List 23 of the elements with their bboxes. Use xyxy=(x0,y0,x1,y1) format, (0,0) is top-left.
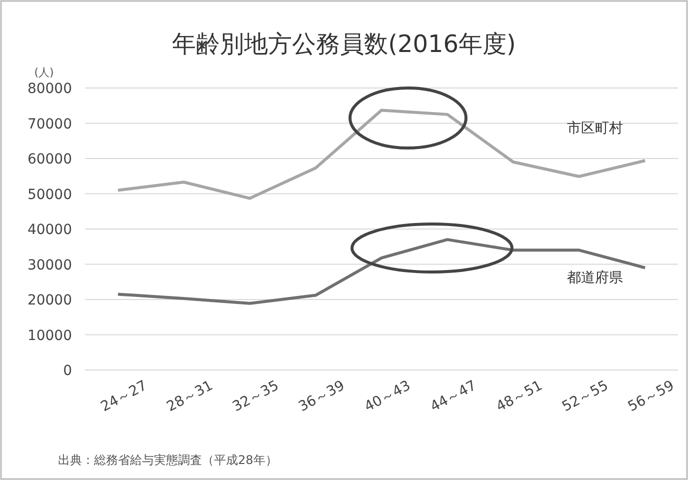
y-tick-label: 10000 xyxy=(27,328,72,344)
series-label: 都道府県 xyxy=(567,270,624,286)
x-tick-label: 32～35 xyxy=(230,378,282,416)
x-tick-label: 28～31 xyxy=(164,378,216,416)
text: 市区町村 xyxy=(567,120,624,137)
y-tick-label: 70000 xyxy=(27,116,72,132)
x-tick-label: 48～51 xyxy=(494,378,546,416)
y-tick-label: 0 xyxy=(63,363,72,379)
y-tick-label: 50000 xyxy=(27,186,72,203)
x-tick-label: 44～47 xyxy=(428,378,480,416)
source-note: 出典：総務省給与実態調査（平成28年） xyxy=(58,453,278,467)
x-tick-label: 52～55 xyxy=(560,378,611,416)
y-tick-label: 60000 xyxy=(27,152,72,168)
x-tick-label: 24～27 xyxy=(98,378,150,416)
y-tick-label: 40000 xyxy=(27,222,72,238)
x-tick-label: 40～43 xyxy=(362,378,414,416)
y-tick-label: 80000 xyxy=(27,81,72,97)
y-tick-label: 30000 xyxy=(27,257,72,274)
x-tick-label: 56～59 xyxy=(626,378,677,416)
y-axis-title: (人) xyxy=(34,66,54,79)
chart-title: 年齢別地方公務員数(2016年度) xyxy=(172,30,516,58)
x-tick-label: 36～39 xyxy=(296,378,348,416)
y-tick-label: 20000 xyxy=(27,292,72,308)
